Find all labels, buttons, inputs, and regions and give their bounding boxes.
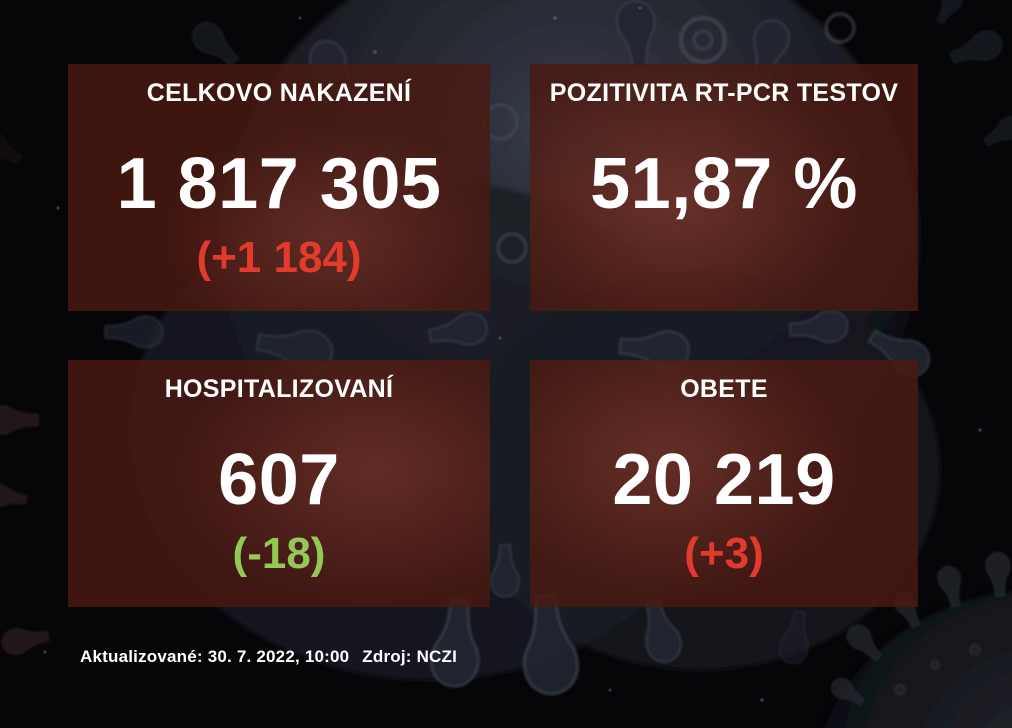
stat-title: POZITIVITA RT-PCR TESTOV: [549, 79, 899, 107]
source-label: Zdroj: NCZI: [362, 647, 458, 666]
stat-value: 1 817 305: [116, 144, 442, 224]
stat-title: CELKOVO NAKAZENÍ: [146, 79, 412, 107]
stat-title: HOSPITALIZOVANÍ: [164, 375, 394, 403]
stat-card-deaths: OBETE 20 219 (+3): [530, 360, 918, 607]
stat-title: OBETE: [680, 375, 768, 403]
stat-card-pcr-positivity: POZITIVITA RT-PCR TESTOV 51,87 %: [530, 64, 918, 311]
stat-change: (+1 184): [196, 233, 362, 282]
stat-value: 51,87 %: [590, 144, 858, 224]
stat-value: 20 219: [612, 440, 836, 520]
stat-value: 607: [218, 440, 340, 520]
stat-change: (+3): [684, 529, 764, 578]
stat-change: (-18): [232, 529, 326, 578]
stat-card-total-infected: CELKOVO NAKAZENÍ 1 817 305 (+1 184): [68, 64, 490, 311]
updated-label: Aktualizované: 30. 7. 2022, 10:00: [80, 647, 350, 666]
stat-card-hospitalized: HOSPITALIZOVANÍ 607 (-18): [68, 360, 490, 607]
footer: Aktualizované: 30. 7. 2022, 10:00 Zdroj: …: [80, 647, 457, 667]
